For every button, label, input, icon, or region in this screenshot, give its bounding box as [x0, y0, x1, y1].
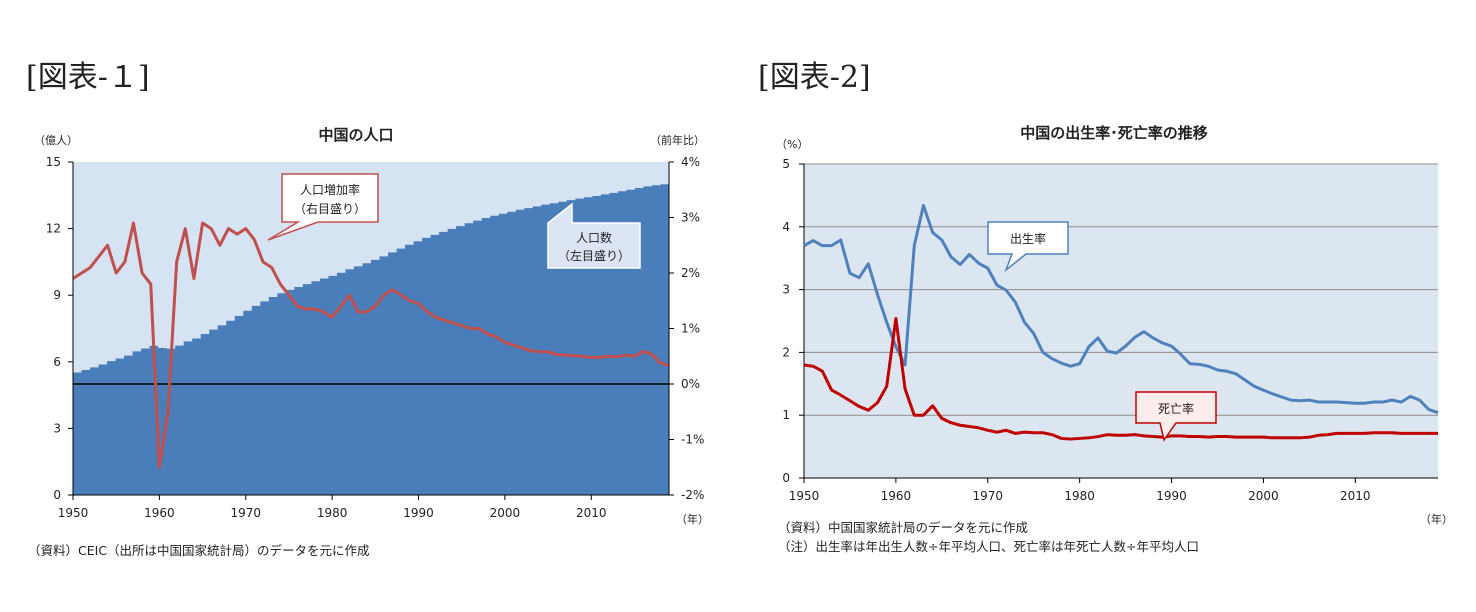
right-axis-label: （前年比） — [650, 133, 705, 147]
left-tick-label: 0 — [53, 488, 61, 502]
figure-label-1: [図表-１] — [26, 60, 150, 95]
x-tick-label: 1980 — [317, 506, 348, 520]
y-tick-label: 5 — [782, 157, 790, 171]
y-tick-label: 3 — [782, 283, 790, 297]
growth-rate-line — [72, 221, 670, 469]
y-axis-label: （%） — [776, 138, 808, 151]
left-tick-label: 12 — [46, 222, 61, 236]
y-tick-label: 4 — [782, 220, 790, 234]
right-tick-label: 3% — [681, 211, 700, 225]
chart2-source-note: （資料）中国国家統計局のデータを元に作成 — [778, 520, 1029, 535]
x-tick-label: 2000 — [490, 506, 521, 520]
right-tick-label: -1% — [681, 433, 704, 447]
right-tick-label: 4% — [681, 155, 700, 169]
plot-background — [804, 164, 1438, 478]
left-tick-label: 15 — [46, 155, 61, 169]
death-callout-box — [1135, 391, 1217, 442]
right-tick-label: 2% — [681, 266, 700, 280]
death-rate-line — [803, 316, 1438, 441]
y-tick-label: 2 — [782, 345, 790, 359]
x-axis-label: （年） — [676, 512, 709, 526]
x-tick-label: 1950 — [58, 506, 89, 520]
left-tick-label: 9 — [53, 288, 61, 302]
x-tick-label: 1980 — [1064, 489, 1095, 503]
population-area — [73, 184, 669, 495]
x-axis-label: （年） — [1420, 512, 1453, 526]
x-tick-label: 1990 — [1156, 489, 1187, 503]
right-tick-label: 0% — [681, 377, 700, 391]
growth-callout-line1: 人口増加率 — [300, 182, 360, 197]
y-tick-label: 1 — [782, 408, 790, 422]
x-tick-label: 1960 — [881, 489, 912, 503]
x-tick-label: 1950 — [789, 489, 820, 503]
x-tick-label: 2010 — [576, 506, 607, 520]
chart2-definition-note: （注）出生率は年出生人数÷年平均人口、死亡率は年死亡人数÷年平均人口 — [778, 539, 1199, 554]
birth-callout-label: 出生率 — [1010, 231, 1046, 246]
x-tick-label: 2000 — [1248, 489, 1279, 503]
population-chart: 0 3 6 9 12 15 -2% -1% 0% 1% 2% 3% 4% 1950 1960 1970 1980… — [34, 126, 709, 526]
x-tick-label: 1990 — [403, 506, 434, 520]
population-callout-line2: （左目盛り） — [558, 248, 630, 263]
birth-death-rate-chart: 0 1 2 3 4 5 1950 1960 1970 1980 1990 2000 2010 中国の出生率… — [776, 124, 1453, 526]
x-tick-label: 1970 — [972, 489, 1003, 503]
birth-callout-box — [987, 221, 1069, 273]
growth-callout-line2: （右目盛り） — [294, 201, 366, 216]
left-axis-label: （億人） — [34, 134, 78, 147]
chart-title: 中国の出生率･死亡率の推移 — [1020, 124, 1208, 142]
right-tick-label: -2% — [681, 488, 704, 502]
population-callout-box — [547, 202, 641, 269]
right-tick-label: 1% — [681, 322, 700, 336]
x-tick-label: 2010 — [1340, 489, 1371, 503]
x-tick-label: 1970 — [230, 506, 261, 520]
chart1-source-note: （資料）CEIC（出所は中国国家統計局）のデータを元に作成 — [28, 543, 370, 558]
growth-callout-box — [267, 173, 379, 241]
y-tick-label: 0 — [782, 471, 790, 485]
figure-label-2: [図表-2] — [758, 60, 871, 95]
x-tick-label: 1960 — [144, 506, 175, 520]
left-tick-label: 3 — [53, 421, 61, 435]
chart-title: 中国の人口 — [318, 126, 393, 144]
population-callout-line1: 人口数 — [576, 230, 612, 245]
death-callout-label: 死亡率 — [1158, 401, 1194, 416]
birth-rate-line — [803, 203, 1439, 415]
left-tick-label: 6 — [53, 355, 61, 369]
